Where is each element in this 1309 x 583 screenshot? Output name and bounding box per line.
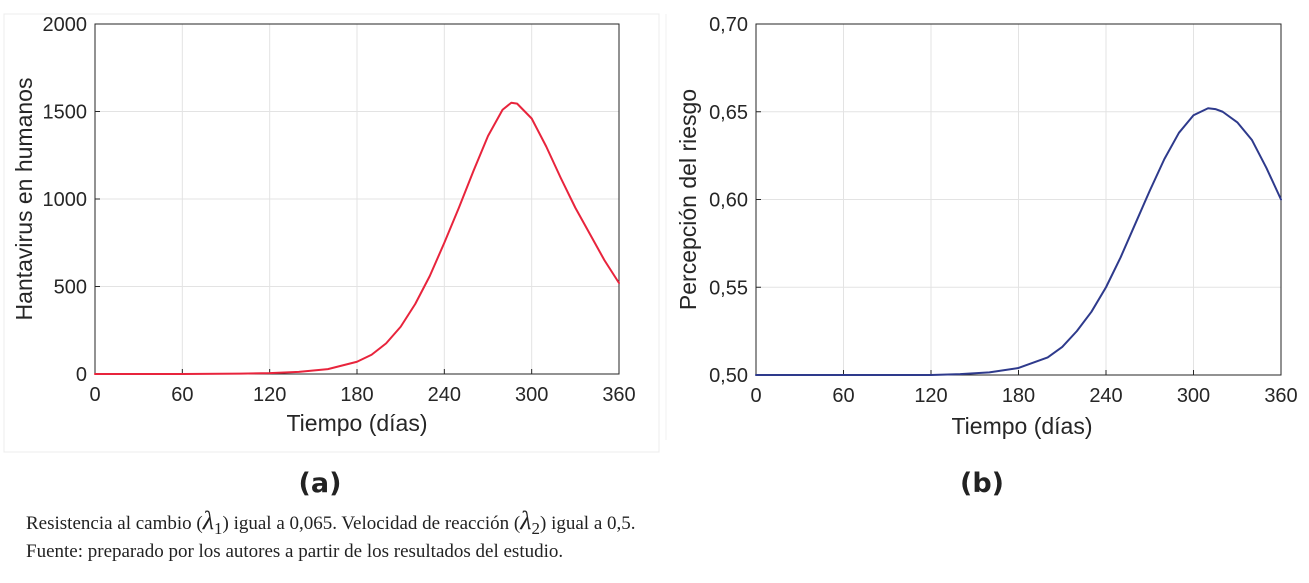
chart-a-frame — [3, 13, 660, 453]
chart-b-ytick-3: 0,65 — [709, 102, 748, 124]
caption-source: Fuente: preparado por los autores a part… — [26, 541, 564, 562]
caption-text-1b: ) igual a 0,065. Velocidad de reacción ( — [222, 513, 521, 534]
chart-b-series-line-0 — [755, 107, 1282, 376]
chart-b-xtick-0: 0 — [750, 385, 761, 407]
chart-a-xtick-5: 300 — [515, 384, 548, 406]
chart-b-ytick-0: 0,50 — [709, 365, 748, 387]
chart-a-xtick-0: 0 — [89, 384, 100, 406]
chart-a-xtick-6: 360 — [602, 384, 635, 406]
caption-line-1: Resistencia al cambio (λ1) igual a 0,065… — [26, 506, 636, 539]
chart-b-ytick-1: 0,55 — [709, 277, 748, 299]
chart-b-xlabel: Tiempo (días) — [951, 413, 1092, 439]
chart-a-ytick-1: 500 — [54, 277, 87, 299]
lambda-2-symbol: λ — [520, 506, 532, 535]
chart-a-series-line-0 — [94, 101, 620, 375]
chart-b-ytick-4: 0,70 — [709, 14, 748, 36]
chart-a-ytick-4: 2000 — [43, 14, 88, 36]
lambda-2-subscript: 2 — [531, 518, 541, 538]
lambda-1-subscript: 1 — [214, 518, 223, 538]
chart-b-ytick-2: 0,60 — [709, 190, 748, 212]
chart-b: 0 60 120 180 240 300 360 0,50 0,55 0,60 0,65 0,70 Ti… — [675, 14, 1298, 499]
chart-a-ytick-3: 1500 — [43, 102, 88, 124]
chart-b-xtick-5: 300 — [1177, 385, 1210, 407]
chart-a-xtick-2: 120 — [253, 384, 286, 406]
chart-b-xtick-1: 60 — [832, 385, 854, 407]
caption-text-1c: ) igual a 0,5. — [540, 513, 636, 534]
chart-b-xtick-2: 120 — [914, 385, 947, 407]
chart-a-xlabel: Tiempo (días) — [286, 410, 427, 436]
chart-a-ytick-0: 0 — [76, 364, 87, 386]
chart-b-xtick-6: 360 — [1264, 385, 1297, 407]
chart-a-xtick-1: 60 — [171, 384, 193, 406]
chart-a-xtick-4: 240 — [428, 384, 461, 406]
chart-b-panel-label: (b) — [960, 468, 1004, 499]
chart-a-ytick-2: 1000 — [43, 189, 88, 211]
chart-b-xtick-3: 180 — [1002, 385, 1035, 407]
chart-a-xtick-3: 180 — [340, 384, 373, 406]
chart-a-panel-label: (a) — [299, 468, 342, 499]
chart-b-ylabel: Percepción del riesgo — [675, 89, 701, 310]
caption-text-1a: Resistencia al cambio ( — [26, 513, 203, 534]
chart-a: 0 60 120 180 240 300 360 0 500 1000 1500 2000 Tiempo… — [3, 13, 660, 499]
chart-a-ylabel: Hantavirus en humanos — [11, 78, 37, 321]
chart-a-axes-box — [94, 23, 620, 375]
chart-b-xtick-4: 240 — [1089, 385, 1122, 407]
lambda-1-symbol: λ — [202, 506, 215, 535]
